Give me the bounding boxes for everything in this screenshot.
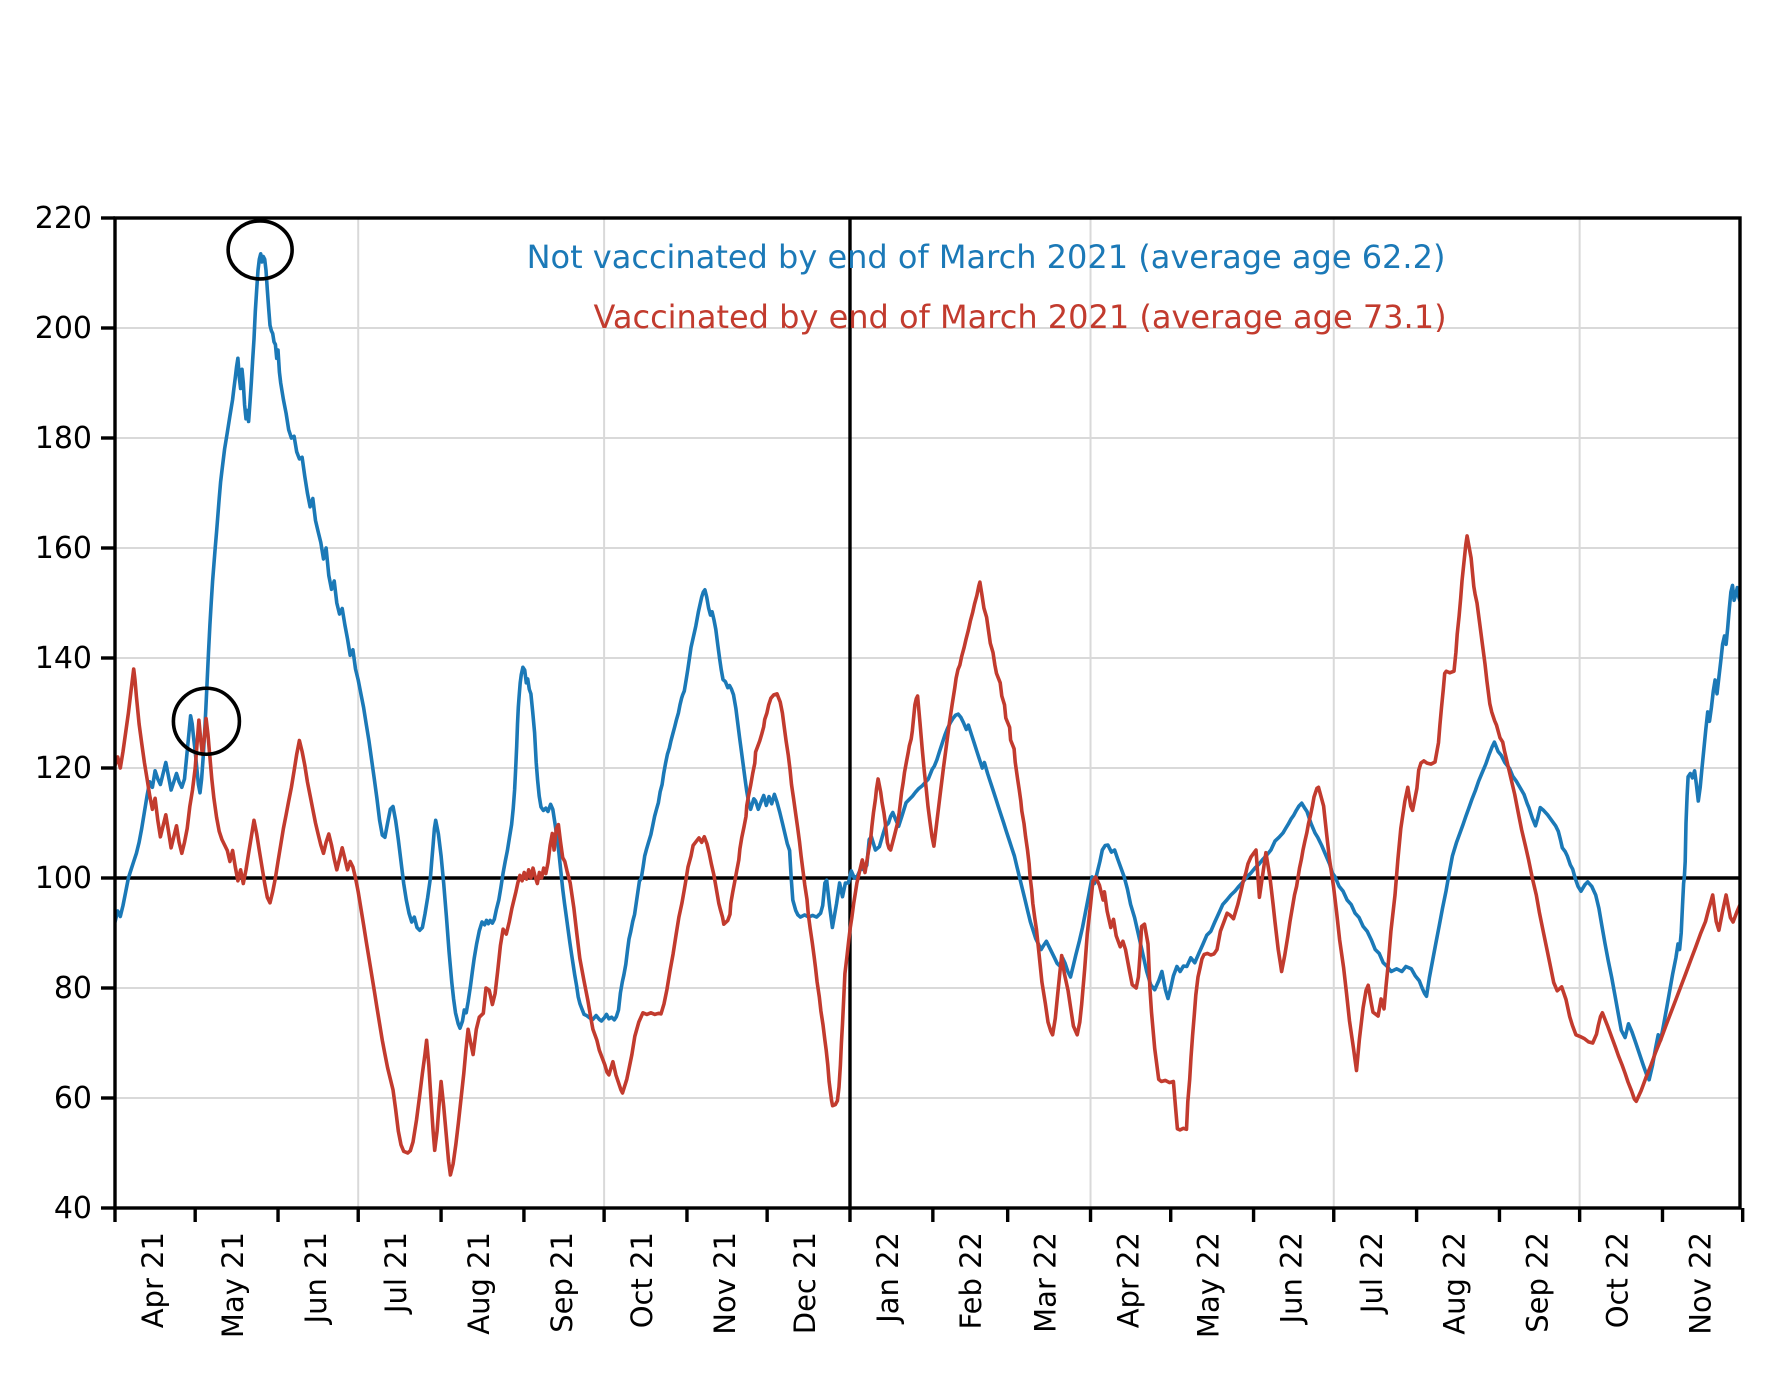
- x-tick-label-Nov-22: Nov 22: [1683, 1232, 1717, 1335]
- annotation-circle-1: [226, 219, 294, 281]
- plot-border: [113, 216, 1742, 1210]
- legend-vaccinated: Vaccinated by end of March 2021 (average…: [593, 298, 1446, 336]
- x-tick-label-Oct-21: Oct 21: [625, 1232, 659, 1328]
- x-tick-label-Jan-22: Jan 22: [871, 1232, 905, 1325]
- x-tick-label-Nov-21: Nov 21: [708, 1232, 742, 1335]
- legend-vaccinated-label: Vaccinated by end of March 2021 (average…: [593, 298, 1447, 336]
- x-tick-label-Oct-22: Oct 22: [1601, 1232, 1635, 1328]
- series-line-vaccinated: [115, 534, 1740, 1177]
- x-tick-label-Jul-22: Jul 22: [1355, 1232, 1389, 1315]
- annotation-circle-2: [171, 686, 242, 757]
- x-tick-label-Dec-21: Dec 21: [788, 1232, 822, 1334]
- x-tick-label-Sep-21: Sep 21: [545, 1232, 579, 1333]
- x-tick-label-Jun-22: Jun 22: [1275, 1232, 1309, 1325]
- x-tick-label-Aug-22: Aug 22: [1438, 1232, 1472, 1335]
- y-tick-label-80: 80: [54, 971, 92, 1006]
- y-tick-label-200: 200: [35, 311, 92, 346]
- x-tick-label-Jun-21: Jun 21: [299, 1232, 333, 1325]
- y-tick-label-160: 160: [35, 531, 92, 566]
- x-tick-label-Jul-21: Jul 21: [379, 1232, 413, 1315]
- y-tick-label-120: 120: [35, 751, 92, 786]
- x-tick-label-Sep-22: Sep 22: [1520, 1232, 1554, 1333]
- x-tick-label-Apr-22: Apr 22: [1112, 1232, 1146, 1328]
- x-tick-label-May-21: May 21: [216, 1232, 250, 1338]
- y-tick-label-40: 40: [54, 1191, 92, 1226]
- y-tick-label-220: 220: [35, 201, 92, 236]
- y-tick-label-100: 100: [35, 861, 92, 896]
- series-line-not-vaccinated: [115, 252, 1740, 1082]
- y-tick-label-180: 180: [35, 421, 92, 456]
- x-tick-label-May-22: May 22: [1192, 1232, 1226, 1338]
- y-tick-label-140: 140: [35, 641, 92, 676]
- y-tick-label-60: 60: [54, 1081, 92, 1116]
- legend-not-vaccinated: Not vaccinated by end of March 2021 (ave…: [527, 238, 1446, 276]
- x-tick-label-Feb-22: Feb 22: [954, 1232, 988, 1329]
- legend-not-vaccinated-label: Not vaccinated by end of March 2021 (ave…: [526, 238, 1446, 276]
- x-tick-label-Mar-22: Mar 22: [1029, 1232, 1063, 1333]
- x-tick-label-Apr-21: Apr 21: [136, 1232, 170, 1328]
- x-tick-label-Aug-21: Aug 21: [462, 1232, 496, 1335]
